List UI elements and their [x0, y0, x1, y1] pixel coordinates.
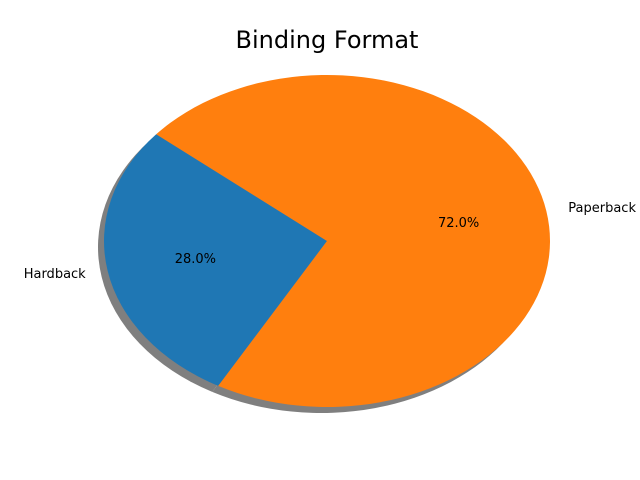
- chart-title: Binding Format: [236, 26, 419, 54]
- percent-label-hardback: 28.0%: [175, 252, 216, 267]
- pie-slices: [103, 74, 550, 407]
- slice-label-hardback: Hardback: [24, 267, 86, 282]
- pie-slice-paperback: [156, 74, 550, 407]
- pie-labels: Hardback 28.0% Paperback 72.0%: [24, 201, 637, 282]
- slice-label-paperback: Paperback: [568, 201, 636, 216]
- pie-slice-hardback: [103, 134, 327, 386]
- percent-label-paperback: 72.0%: [438, 216, 479, 231]
